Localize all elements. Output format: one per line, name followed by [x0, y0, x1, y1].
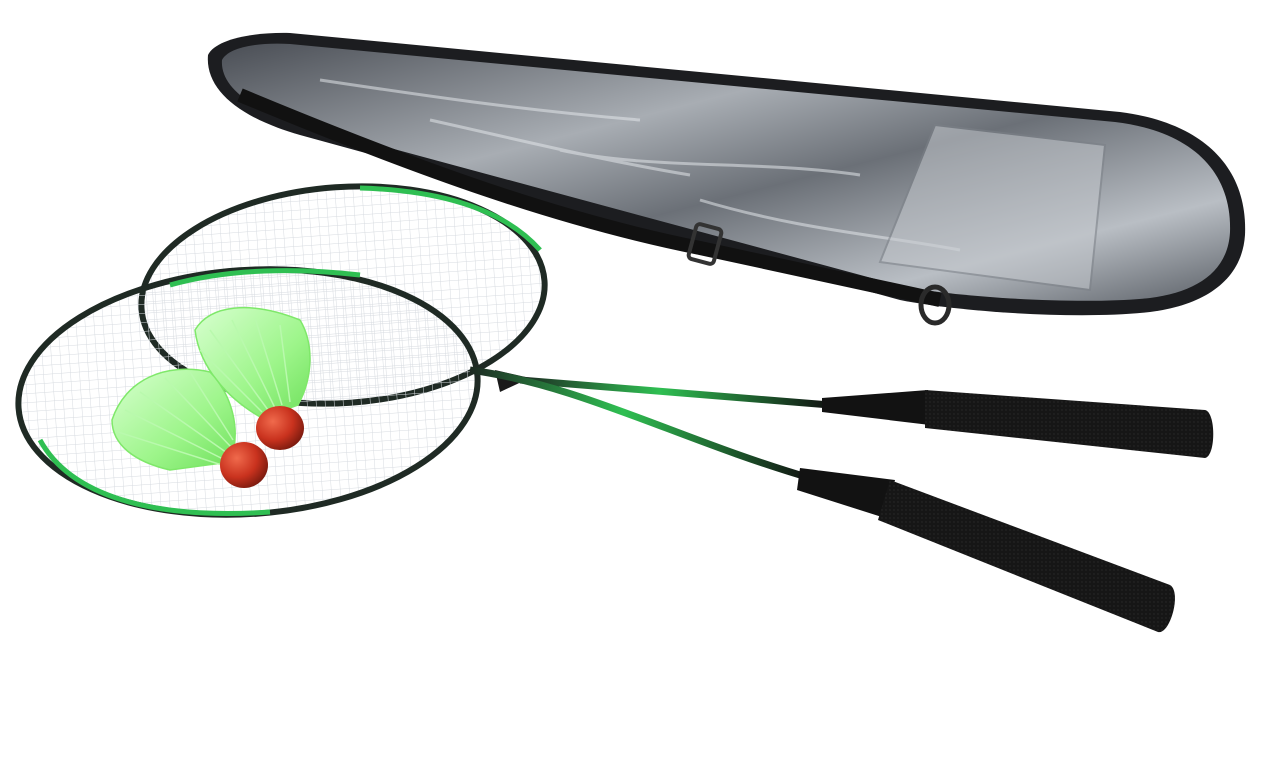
racket-front-grip: [878, 480, 1175, 633]
shuttlecock-lower-cork: [220, 442, 268, 488]
racket-front-cone: [797, 468, 895, 518]
racket-back-grip: [925, 390, 1214, 458]
case-wrinkles: [319, 78, 961, 252]
shuttlecock-upper-ribs: [199, 317, 291, 413]
racket-front-shaft: [469, 366, 811, 482]
racket-front-frame-accent-top: [169, 268, 361, 288]
strap-buckle: [686, 222, 724, 266]
shuttlecock-lower-ribs: [117, 371, 234, 466]
racket-back-cone: [822, 390, 930, 425]
shuttlecock-lower: [111, 368, 268, 488]
case-strap: [237, 88, 942, 307]
strap-ring: [918, 284, 952, 326]
racket-back-frame-accent: [359, 185, 542, 252]
racket-back-shaft: [519, 376, 831, 409]
case-pocket: [878, 123, 1107, 292]
racket-case: [207, 32, 1246, 326]
shuttlecock-upper-cork: [256, 406, 304, 450]
racket-front-frame-accent: [37, 438, 271, 516]
